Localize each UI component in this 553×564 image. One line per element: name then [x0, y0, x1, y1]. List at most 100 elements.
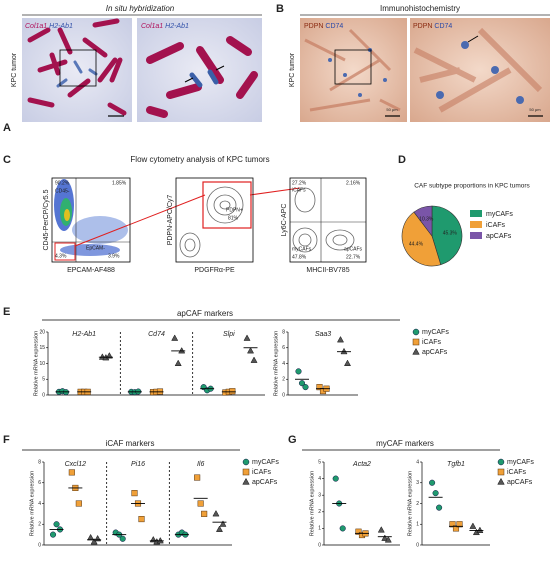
chart-title: iCAF markers	[106, 439, 155, 448]
point	[339, 525, 346, 532]
y-tick-label: 4	[282, 361, 285, 367]
point	[497, 468, 505, 476]
point	[119, 535, 126, 542]
legend-swatch	[470, 210, 482, 217]
legend-label: apCAFs	[422, 349, 448, 356]
point	[138, 516, 145, 523]
panel-letter: B	[276, 3, 284, 15]
y-tick-label: 6	[282, 345, 285, 351]
point	[131, 490, 138, 497]
point	[340, 347, 348, 355]
y-tick-label: 2	[318, 509, 321, 515]
x-axis-label: MHCII-BV785	[306, 267, 349, 274]
scale-bar-label: 50 μm	[529, 107, 541, 112]
plot-frame	[175, 177, 254, 263]
point	[215, 525, 223, 532]
stain-legend: PDPN CD74	[413, 23, 452, 30]
point	[242, 468, 250, 476]
y-tick-label: 0	[282, 392, 285, 398]
point	[247, 347, 255, 354]
slice-label: 45.3%	[443, 231, 458, 237]
legend-label: apCAFs	[486, 233, 512, 240]
gate-label: PDPN+	[226, 207, 243, 213]
panel-letter: G	[288, 434, 297, 446]
panel-title: In situ hybridization	[106, 4, 175, 13]
y-tick-label: 3	[318, 493, 321, 499]
point	[242, 477, 250, 485]
gate-label: myCAFs	[292, 246, 312, 252]
y-tick-label: 4	[38, 501, 41, 507]
legend-label: myCAFs	[422, 329, 449, 336]
gene-label: Slpi	[223, 331, 235, 338]
point	[49, 531, 57, 538]
y-tick-label: 2	[38, 522, 41, 528]
legend-label: apCAFs	[252, 479, 278, 486]
y-tick-label: 6	[38, 480, 41, 486]
point	[377, 526, 385, 533]
chart-title: apCAF markers	[177, 309, 233, 318]
y-tick-label: 4	[416, 459, 419, 465]
point	[355, 528, 362, 535]
legend-label: apCAFs	[507, 479, 533, 486]
legend-swatch	[470, 221, 482, 228]
point	[90, 538, 98, 545]
gene-label: H2-Ab1	[72, 331, 96, 338]
legend-label: iCAFs	[507, 469, 527, 476]
gate-label: CD45-	[55, 188, 70, 194]
y-tick-label: 0	[416, 542, 419, 548]
side-label: KPC tumor	[289, 52, 296, 87]
y-axis-label: Relative mRNA expression	[273, 331, 279, 396]
y-tick-label: 8	[282, 329, 285, 335]
panel-title: Immunohistochemistry	[380, 4, 460, 13]
gate-label: 3.9%	[108, 253, 120, 259]
gate-label: 81%	[228, 215, 239, 221]
point	[243, 334, 251, 341]
gate-label: EpCAM-	[86, 245, 105, 251]
legend-swatch	[470, 232, 482, 239]
point	[178, 347, 186, 354]
point	[476, 526, 484, 533]
stain-legend: Col1a1 H2-Ab1	[25, 23, 73, 30]
point	[384, 536, 392, 543]
point	[381, 534, 389, 541]
point	[316, 384, 323, 391]
point	[212, 509, 220, 517]
y-tick-label: 2	[282, 377, 285, 383]
point	[201, 510, 208, 517]
gate-label: 90.2%	[55, 180, 70, 186]
panel-letter: F	[3, 434, 10, 446]
y-tick-label: 20	[39, 329, 45, 335]
point	[171, 334, 179, 341]
point	[497, 477, 505, 485]
stain-legend: Col1a1 H2-Ab1	[141, 23, 189, 30]
point	[295, 368, 302, 375]
point	[452, 525, 460, 532]
gate-label: 47.8%	[292, 254, 307, 260]
y-tick-label: 0	[42, 392, 45, 398]
scale-bar-label: 50 μm	[386, 107, 398, 112]
plot-frame	[51, 177, 131, 263]
y-tick-label: 4	[318, 476, 321, 482]
gate-label: 1.85%	[112, 180, 127, 186]
y-axis-label: Relative mRNA expression	[407, 471, 413, 536]
legend-label: iCAFs	[252, 469, 272, 476]
gene-label: Cxcl12	[65, 461, 87, 468]
gate-label: iCAFs	[292, 187, 306, 193]
gene-label: Cd74	[148, 331, 165, 338]
gate-label: 4.3%	[55, 253, 67, 259]
point	[194, 474, 201, 481]
point	[87, 533, 95, 541]
y-tick-label: 1	[416, 522, 419, 528]
point	[436, 504, 443, 511]
legend-label: myCAFs	[507, 459, 534, 466]
panel-letter: C	[3, 154, 11, 166]
x-axis-label: PDGFRα-PE	[194, 267, 235, 274]
flow-plots	[52, 178, 366, 262]
gate-label: 2.16%	[346, 180, 361, 186]
y-tick-label: 8	[38, 459, 41, 465]
point	[250, 356, 258, 363]
legend-label: iCAFs	[422, 339, 442, 346]
point	[219, 520, 227, 527]
y-tick-label: 5	[42, 377, 45, 383]
panel-letter: D	[398, 154, 406, 166]
